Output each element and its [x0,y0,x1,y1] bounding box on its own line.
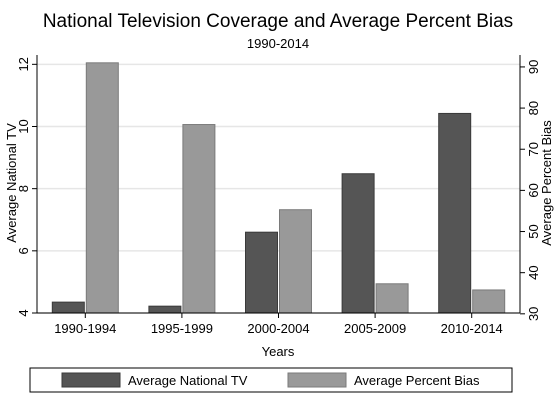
x-tick-label: 2005-2009 [344,321,406,336]
right-tick-label: 60 [526,183,541,197]
chart-subtitle: 1990-2014 [247,36,309,51]
left-tick-label: 8 [16,185,31,192]
legend: Average National TV Average Percent Bias [29,367,513,393]
left-tick-label: 12 [16,57,31,71]
bar-percent-bias [85,62,119,314]
bar-percent-bias [182,124,216,314]
right-axis-ticks: 30 40 50 60 70 80 90 [520,60,541,321]
bar-national-tv [341,173,375,314]
right-tick-label: 80 [526,101,541,115]
x-tick-label: 1990-1994 [54,321,116,336]
bar-national-tv [51,301,85,314]
bar-percent-bias [279,209,312,314]
x-axis-label: Years [262,344,295,359]
bar-percent-bias [472,289,506,314]
chart-title: National Television Coverage and Average… [43,11,513,32]
x-tick-label: 2010-2014 [441,321,503,336]
x-tick-label: 1995-1999 [151,321,213,336]
bar-percent-bias [375,283,409,314]
legend-swatch [287,372,347,388]
right-axis-label: Average Percent Bias [539,120,554,246]
left-tick-label: 10 [16,119,31,133]
bars [51,62,506,314]
left-axis-label: Average National TV [4,123,19,243]
x-axis-ticks: 1990-1994 1995-1999 2000-2004 2005-2009 2010… [54,313,503,336]
right-tick-label: 30 [526,307,541,321]
left-tick-label: 4 [16,309,31,316]
bar-national-tv [245,231,278,314]
bar-national-tv [438,112,472,314]
left-axis-ticks: 4 6 8 10 12 [16,57,37,317]
legend-label: Average Percent Bias [354,373,480,388]
right-tick-label: 40 [526,265,541,279]
legend-label: Average National TV [128,373,248,388]
right-tick-label: 70 [526,142,541,156]
left-tick-label: 6 [16,247,31,254]
legend-swatch [61,372,121,388]
right-tick-label: 50 [526,224,541,238]
bar-national-tv [148,305,182,314]
right-tick-label: 90 [526,60,541,74]
x-tick-label: 2000-2004 [247,321,309,336]
